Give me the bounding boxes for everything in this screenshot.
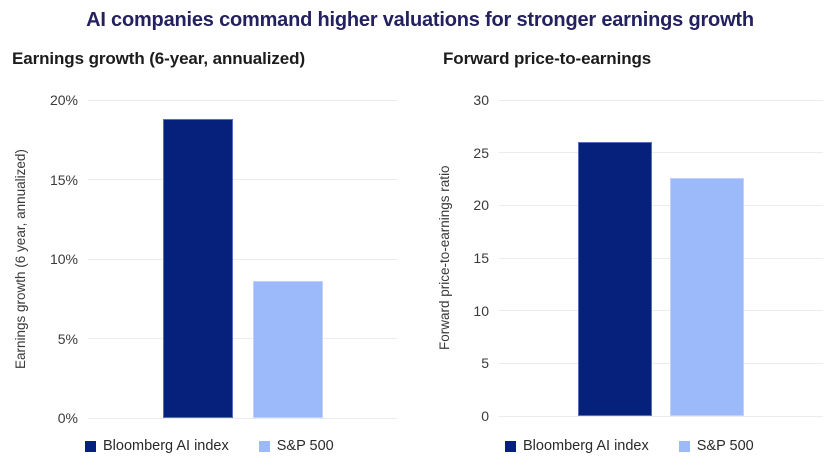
y-tick-label: 0% [57, 410, 78, 426]
y-tick-label: 15 [473, 250, 489, 266]
y-tick-label: 5% [57, 330, 78, 347]
plot-area-earnings-growth: 0% 5% 10% 15% 20% [50, 92, 397, 426]
y-tick-label: 25 [473, 144, 489, 161]
chart-title-earnings-growth: Earnings growth (6-year, annualized) [12, 49, 306, 68]
y-tick-label: 20% [49, 92, 78, 108]
bar-bloomberg-ai-index [163, 119, 233, 418]
legend-earnings-growth: Bloomberg AI index S&P 500 [85, 438, 334, 454]
gridline [499, 362, 823, 364]
legend-item: S&P 500 [258, 438, 334, 454]
legend-item: Bloomberg AI index [505, 438, 649, 454]
gridline [499, 415, 823, 417]
legend-label: S&P 500 [276, 438, 334, 454]
gridline [499, 310, 823, 312]
gridline [499, 99, 823, 101]
legend-item: S&P 500 [678, 438, 754, 454]
legend-label: Bloomberg AI index [523, 438, 649, 454]
bar-s-p-500 [670, 178, 744, 416]
y-tick-label: 5 [481, 355, 489, 372]
plot-area-forward-pe: 0 5 10 15 20 25 30 [473, 92, 823, 424]
legend-label: S&P 500 [696, 438, 754, 454]
legend-swatch-icon [258, 440, 270, 452]
legend-swatch-icon [678, 440, 690, 452]
figure-title: AI companies command higher valuations f… [86, 9, 754, 31]
y-tick-label: 10 [473, 302, 489, 319]
gridline [88, 99, 397, 101]
legend-swatch-icon [505, 440, 516, 452]
legend-swatch-icon [85, 440, 96, 452]
legend-item: Bloomberg AI index [85, 438, 229, 454]
y-tick-label: 0 [481, 408, 489, 424]
y-tick-label: 30 [473, 92, 489, 108]
gridline [88, 417, 397, 419]
gridline [499, 257, 823, 259]
legend-forward-pe: Bloomberg AI index S&P 500 [505, 438, 754, 454]
gridline [88, 179, 397, 180]
legend-label: Bloomberg AI index [103, 438, 229, 454]
chart-title-forward-pe: Forward price-to-earnings [443, 49, 652, 68]
gridline [88, 338, 397, 339]
y-tick-label: 15% [49, 171, 78, 188]
y-tick-label: 10% [49, 251, 78, 267]
earnings-growth-chart: Earnings growth (6-year, annualized) Ear… [0, 46, 420, 472]
gridline [499, 152, 823, 154]
bar-bloomberg-ai-index [578, 142, 652, 416]
gridline [88, 258, 397, 260]
gridline [499, 204, 823, 206]
bar-s-p-500 [253, 281, 323, 418]
y-tick-label: 20 [473, 197, 489, 214]
forward-pe-chart: Forward price-to-earnings Forward price-… [420, 46, 840, 472]
charts-row: Earnings growth (6-year, annualized) Ear… [0, 46, 840, 472]
